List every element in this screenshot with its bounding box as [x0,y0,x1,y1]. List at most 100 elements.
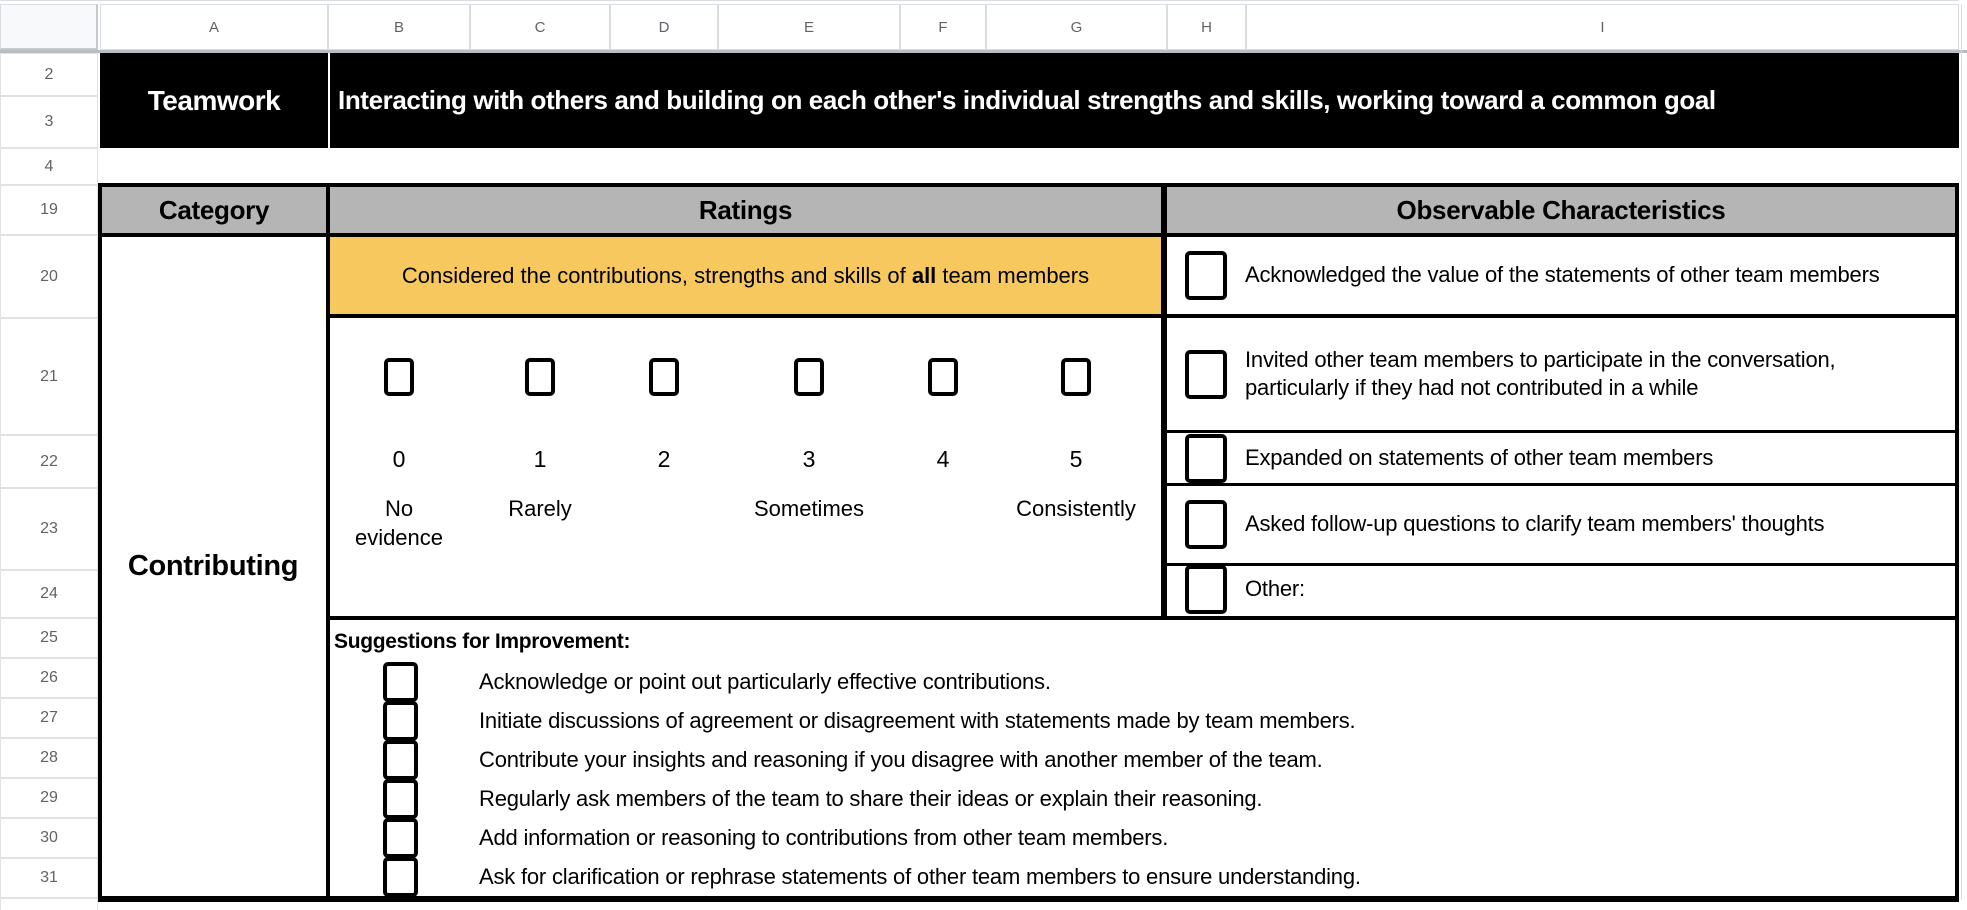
suggestion-checkbox-2[interactable] [383,700,418,741]
rubric-title-cell[interactable]: Teamwork [100,53,328,148]
category-name: Contributing [127,550,299,582]
rating-value-4: 4 [936,446,950,472]
observable-row: Other: [1167,564,1955,614]
observable-text: Invited other team members to participat… [1245,346,1836,400]
row-number: 23 [40,520,58,537]
suggestion-checkbox-1[interactable] [383,661,418,702]
row-header-2[interactable]: 2 [0,53,98,96]
rubric-description: Interacting with others and building on … [338,85,1716,116]
row-header-3[interactable]: 3 [0,96,98,148]
frozen-row-separator [0,50,1967,53]
row-number: 21 [40,367,58,385]
observable-header-label: Observable Characteristics [1396,194,1726,225]
row-header-26[interactable]: 26 [0,658,98,698]
border-bottom [98,896,1959,902]
column-letter: E [803,18,814,36]
observable-row: Acknowledged the value of the statements… [1167,237,1955,318]
suggestion-checkbox-4[interactable] [383,778,418,819]
suggestions-title: Suggestions for Improvement: [334,630,631,653]
border-header-bottom [98,233,1959,237]
suggestion-checkbox-6[interactable] [383,856,418,897]
border-ratings-observable [1161,183,1167,620]
rating-checkbox-0[interactable] [384,358,414,396]
rating-checkbox-1[interactable] [525,358,555,396]
row-header-25[interactable]: 25 [0,618,98,658]
criteria-cell[interactable]: Considered the contributions, strengths … [330,237,1161,314]
row-number: 22 [40,452,58,470]
row-header-19[interactable]: 19 [0,185,98,235]
row-number: 30 [40,829,58,846]
column-header-f[interactable]: F [900,4,986,50]
observable-row: Asked follow-up questions to clarify tea… [1167,486,1955,566]
rating-checkbox-5[interactable] [1061,358,1091,396]
observable-checkbox-1[interactable] [1185,251,1227,300]
border-left [98,183,102,902]
row-header-29[interactable]: 29 [0,778,98,818]
row-header-28[interactable]: 28 [0,738,98,778]
suggestion-text: Regularly ask members of the team to sha… [479,785,1263,811]
row-header-22[interactable]: 22 [0,435,98,488]
category-header-cell[interactable]: Category [102,187,326,233]
column-header-c[interactable]: C [470,4,610,50]
rating-checkbox-2[interactable] [649,358,679,396]
rating-checkbox-3[interactable] [794,358,824,396]
criteria-text: Considered the contributions, strengths … [401,262,1090,288]
row-header-23[interactable]: 23 [0,488,98,570]
observable-header-cell[interactable]: Observable Characteristics [1167,187,1955,233]
observable-checkbox-2[interactable] [1185,349,1227,399]
suggestion-row: Acknowledge or point out particularly ef… [330,661,1955,702]
observable-row: Invited other team members to participat… [1167,318,1955,433]
suggestion-row: Add information or reasoning to contribu… [330,817,1955,858]
observable-text: Asked follow-up questions to clarify tea… [1245,511,1825,537]
suggestion-checkbox-3[interactable] [383,739,418,780]
row-header-21[interactable]: 21 [0,318,98,435]
rating-label-sometimes: Sometimes [753,496,865,521]
column-letter: C [534,18,546,36]
column-letter: B [393,18,404,36]
column-header-d[interactable]: D [610,4,718,50]
row-header-4[interactable]: 4 [0,148,98,185]
grid-top-line [0,0,1959,1]
observable-row: Expanded on statements of other team mem… [1167,433,1955,486]
row-number: 27 [40,709,58,726]
observable-checkbox-other[interactable] [1185,564,1227,614]
suggestion-text: Contribute your insights and reasoning i… [479,746,1323,772]
rubric-title: Teamwork [147,84,281,116]
column-header-h[interactable]: H [1167,4,1246,50]
suggestion-row: Ask for clarification or rephrase statem… [330,856,1955,897]
column-header-g[interactable]: G [986,4,1167,50]
row-number: 25 [40,629,58,646]
rubric-description-cell[interactable]: Interacting with others and building on … [330,53,1959,148]
rating-checkbox-4[interactable] [928,358,958,396]
row-header-30[interactable]: 30 [0,818,98,858]
column-header-a[interactable]: A [100,4,328,50]
suggestion-row: Initiate discussions of agreement or dis… [330,700,1955,741]
suggestions-box: Suggestions for Improvement: Acknowledge… [330,622,1955,897]
row-header-31[interactable]: 31 [0,858,98,898]
row-header-24[interactable]: 24 [0,570,98,618]
row-number: 31 [40,869,58,886]
suggestion-checkbox-5[interactable] [383,817,418,858]
suggestion-text: Add information or reasoning to contribu… [479,824,1169,850]
row-number: 19 [40,201,58,218]
rating-label-consistently: Consistently [1016,496,1136,521]
column-header-e[interactable]: E [718,4,900,50]
rating-value-2: 2 [657,446,671,472]
observable-checkbox-4[interactable] [1185,500,1227,549]
row-number: 2 [44,65,54,83]
row-header-27[interactable]: 27 [0,698,98,738]
ratings-header-cell[interactable]: Ratings [330,187,1161,233]
observable-checkbox-3[interactable] [1185,433,1227,483]
border-col-a [326,183,330,902]
column-letter: A [208,18,219,36]
row-number: 29 [40,789,58,806]
column-letter: F [938,18,948,36]
column-header-b[interactable]: B [328,4,470,50]
row-header-20[interactable]: 20 [0,235,98,318]
observable-text-other: Other: [1245,575,1305,601]
suggestion-row: Contribute your insights and reasoning i… [330,739,1955,780]
select-all-corner[interactable] [0,4,98,50]
category-name-cell[interactable]: Contributing [100,237,326,896]
column-header-i[interactable]: I [1246,4,1959,50]
